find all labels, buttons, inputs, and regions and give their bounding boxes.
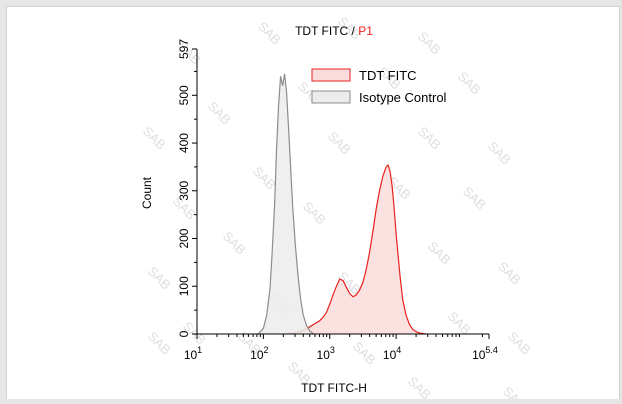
chart-title-main: TDT FITC [295,24,348,38]
watermark-text: SAB [500,384,529,399]
chart-title-gate: P1 [358,24,373,38]
x-tick-label: 102 [250,345,268,362]
legend-label-0: TDT FITC [359,68,417,83]
watermark-text: SAB [505,329,534,358]
legend: TDT FITC Isotype Control [311,68,447,105]
x-tick-label: 105.4 [472,345,498,362]
x-axis-label: TDT FITC-H [301,381,367,395]
legend-label-1: Isotype Control [359,90,447,105]
watermark-text: SAB [460,184,489,213]
y-tick-label: 200 [177,228,191,248]
y-tick-label: 500 [177,85,191,105]
y-tick-label: 597 [177,39,191,59]
y-tick-label: 0 [177,330,191,337]
x-tick-label: 101 [184,345,202,362]
watermark-text: SAB [255,19,284,48]
legend-swatch-1 [311,90,351,104]
watermark-text: SAB [485,139,514,168]
watermark-text: SAB [205,99,234,128]
watermark-text: SAB [250,164,279,193]
watermark-text: SAB [145,264,174,293]
watermark-text: SAB [220,229,249,258]
chart-title: TDT FITC / P1 [295,24,373,38]
watermark-text: SAB [445,309,474,338]
watermark-text: SAB [415,124,444,153]
y-tick-label: 400 [177,133,191,153]
y-tick-label: 100 [177,276,191,296]
watermark-text: SAB [145,329,174,358]
series-fill-0 [286,165,426,334]
legend-swatch-0 [311,68,351,82]
watermark-text: SAB [495,259,524,288]
watermark-text: SAB [300,199,329,228]
series-line-1 [257,73,315,335]
y-tick-label: 300 [177,180,191,200]
watermark-text: SAB [405,374,434,399]
watermark-text: SAB [415,29,444,58]
watermark-text: SAB [325,129,354,158]
series-layer [257,73,427,335]
series-line-0 [286,163,427,335]
x-tick-label: 104 [383,345,401,362]
watermark-text: SAB [350,339,379,368]
chart-title-separator: / [348,24,358,38]
series-fill-1 [258,73,314,335]
x-tick-label: 103 [317,345,335,362]
chart-panel: SAB SAB SAB SAB SAB SAB SAB SAB SAB SAB SAB SAB SAB S… [6,6,620,404]
watermark-text: SAB [140,124,169,153]
y-axis-label: Count [140,176,154,209]
watermark-text: SAB [425,239,454,268]
watermark-text: SAB [455,69,484,98]
